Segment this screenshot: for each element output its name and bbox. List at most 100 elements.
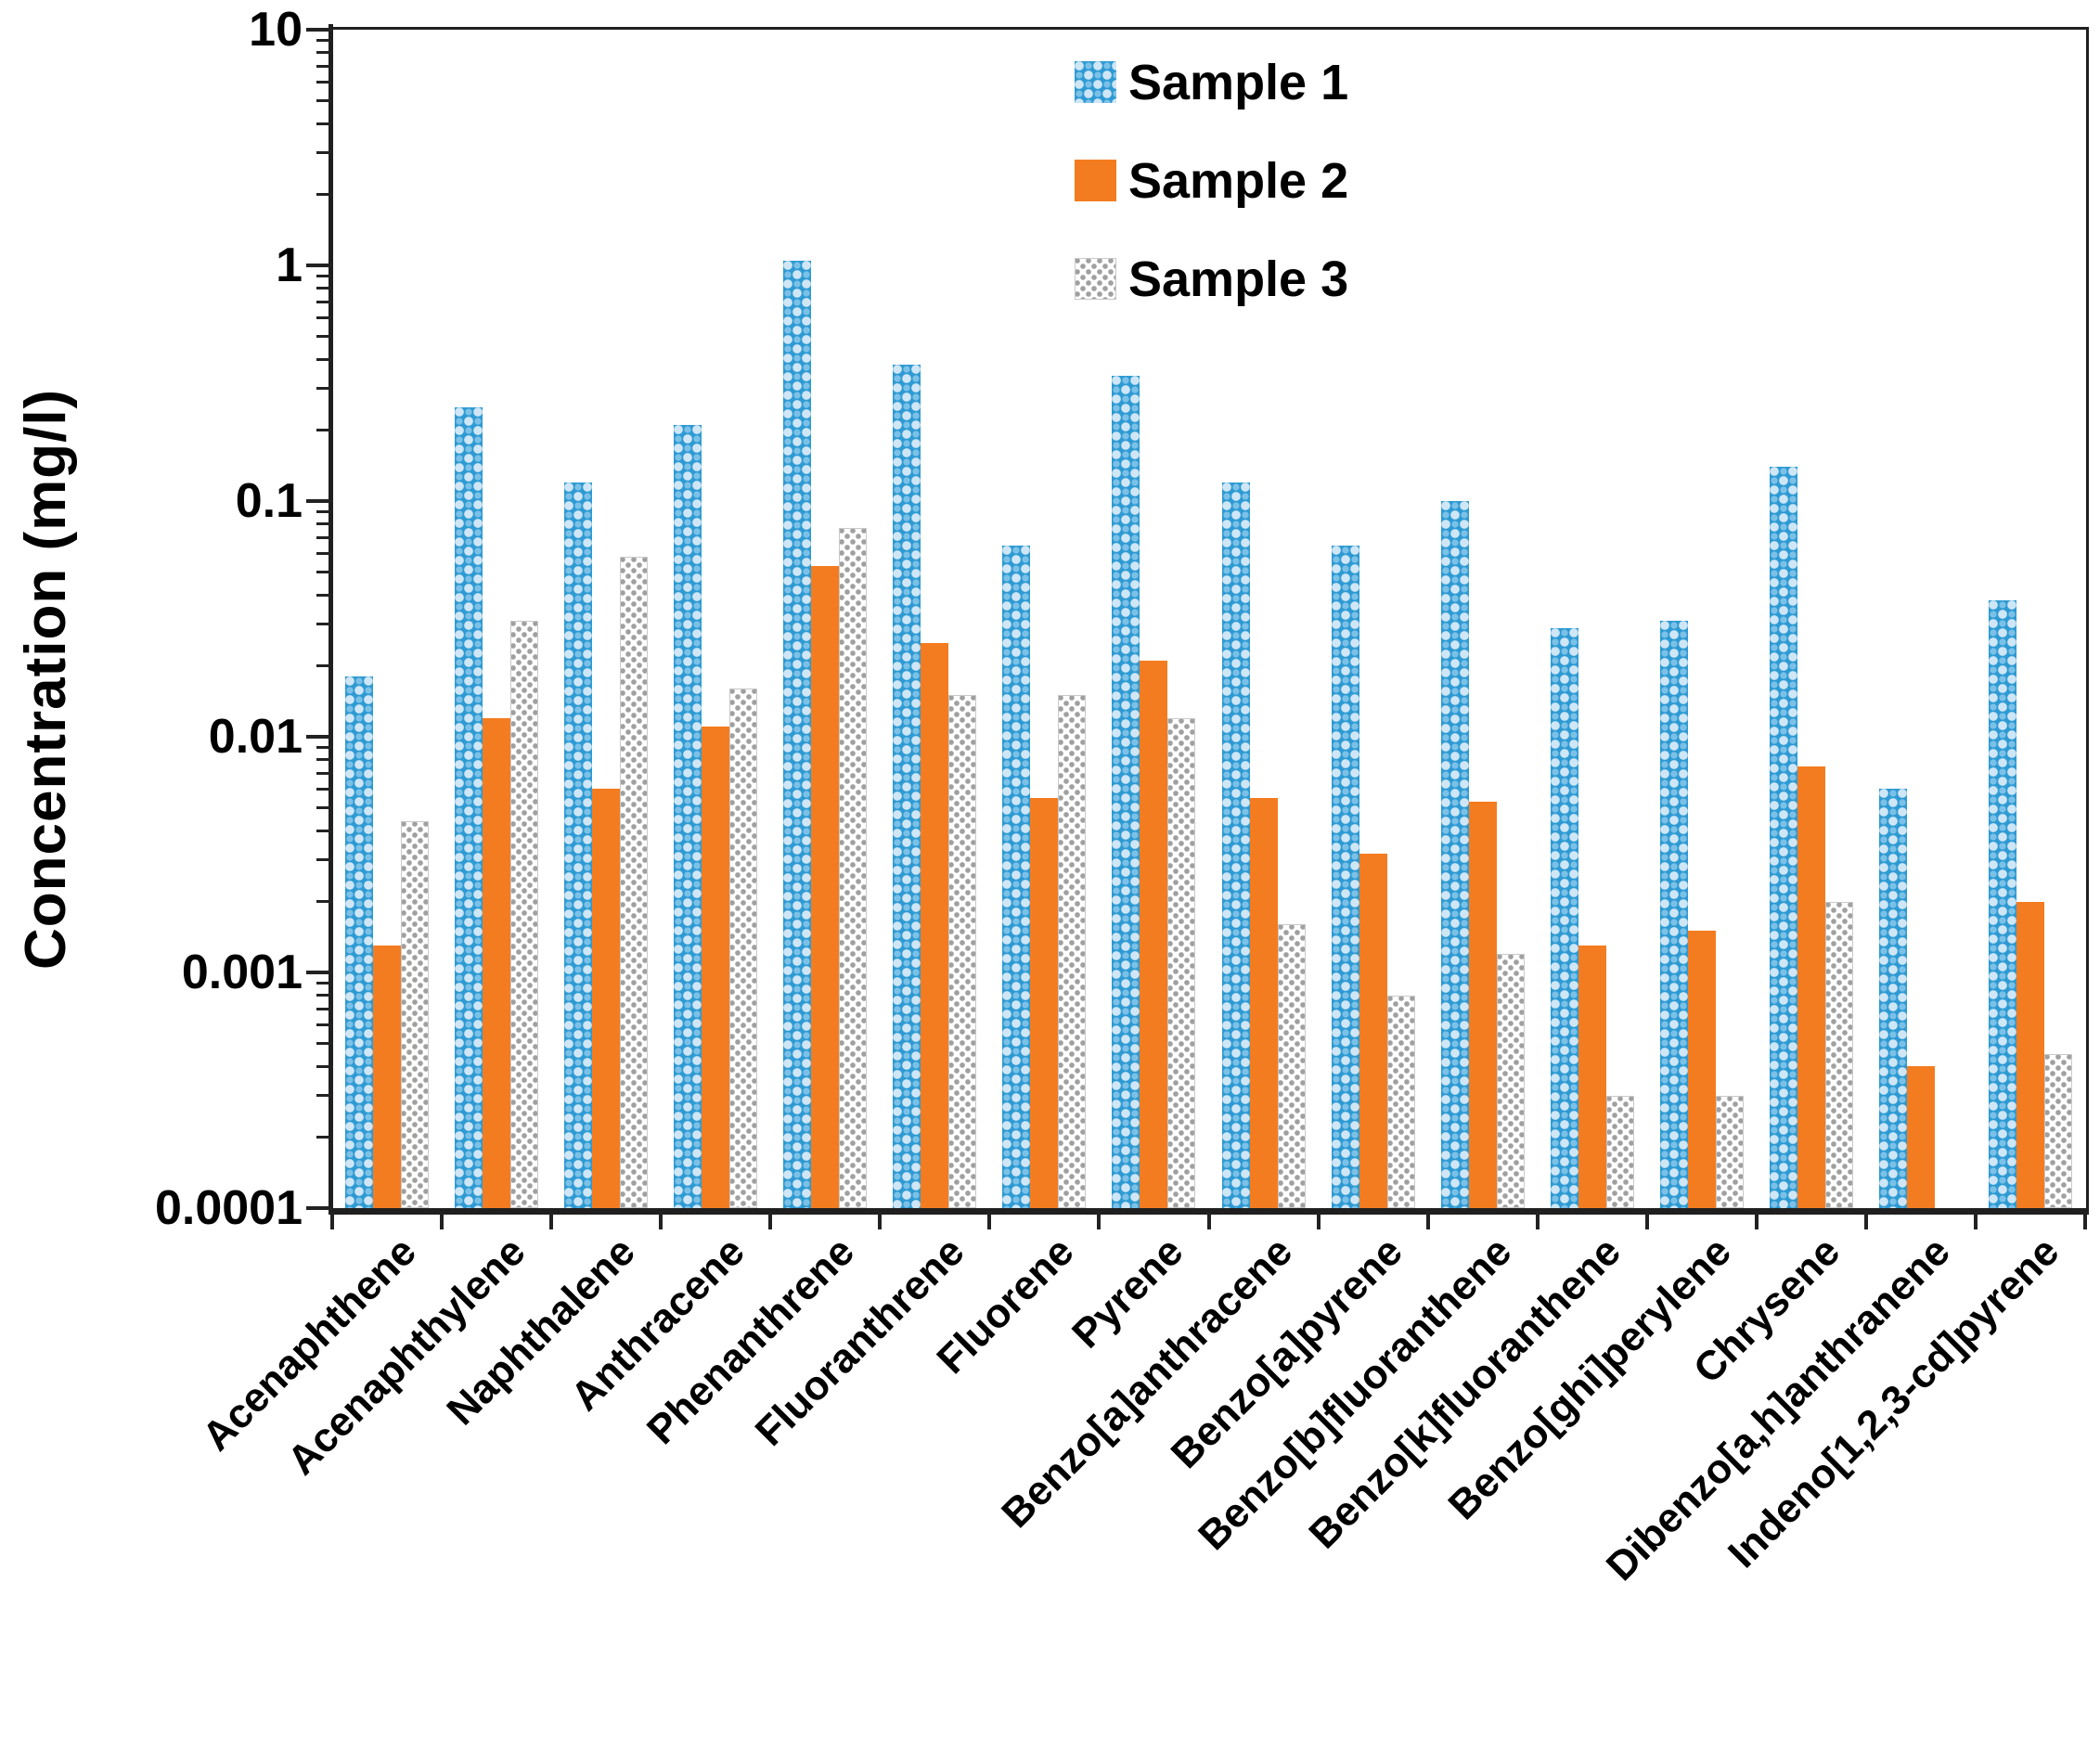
bar-sample-1-phenanthrene	[783, 260, 812, 1208]
y-minor-tick	[316, 357, 332, 361]
y-minor-tick	[316, 746, 332, 750]
y-minor-tick	[316, 1136, 332, 1139]
y-tick-label: 0.001	[181, 946, 303, 999]
y-minor-tick	[316, 98, 332, 102]
bar-sample-3-phenanthrene	[839, 527, 868, 1208]
bar-sample-3-chrysene	[1824, 901, 1853, 1208]
bar-sample-2-fluorene	[1030, 797, 1059, 1208]
bar-sample-3-benzo-a-anthracene	[1277, 924, 1306, 1208]
bar-sample-1-fluoranthrene	[893, 364, 921, 1208]
bar-sample-3-benzo-a-pyrene	[1386, 995, 1415, 1208]
bar-sample-1-benzo-ghi-perylene	[1659, 621, 1688, 1208]
x-tick	[440, 1212, 444, 1229]
y-major-tick	[306, 1206, 332, 1210]
y-major-tick	[306, 264, 332, 267]
bar-sample-2-fluoranthrene	[921, 642, 949, 1208]
y-major-tick	[306, 971, 332, 974]
y-minor-tick	[316, 829, 332, 832]
bar-sample-2-naphthalene	[592, 789, 621, 1208]
bar-sample-3-acenaphthylene	[510, 621, 539, 1208]
bar-sample-3-naphthalene	[620, 557, 649, 1208]
x-tick	[549, 1212, 554, 1229]
y-minor-tick	[316, 1041, 332, 1045]
x-tick	[878, 1212, 883, 1229]
bar-sample-1-benzo-b-fluoranthene	[1440, 501, 1469, 1208]
y-major-tick	[306, 28, 332, 32]
bar-sample-2-indeno-1-2-3-cd-pyrene	[2016, 901, 2044, 1208]
bar-sample-1-benzo-a-anthracene	[1221, 482, 1250, 1208]
bar-sample-2-benzo-a-pyrene	[1359, 853, 1387, 1208]
bar-sample-2-chrysene	[1797, 766, 1825, 1208]
y-minor-tick	[316, 522, 332, 526]
bar-sample-2-dibenzo-a-h-anthranene	[1906, 1066, 1935, 1208]
x-tick	[1863, 1212, 1868, 1229]
y-major-tick	[306, 735, 332, 739]
y-minor-tick	[316, 122, 332, 125]
legend-swatch-sample-3	[1075, 258, 1116, 300]
bar-sample-2-phenanthrene	[811, 566, 840, 1208]
y-minor-tick	[316, 623, 332, 626]
bar-sample-1-acenaphthene	[345, 676, 374, 1208]
legend-item-sample-1: Sample 1	[1075, 55, 1539, 110]
legend-item-sample-3: Sample 3	[1075, 251, 1539, 307]
bar-sample-2-benzo-ghi-perylene	[1687, 931, 1716, 1208]
y-minor-tick	[316, 1064, 332, 1068]
x-tick	[1973, 1212, 1978, 1229]
y-minor-tick	[316, 551, 332, 555]
y-minor-tick	[316, 1007, 332, 1010]
y-minor-tick	[316, 570, 332, 573]
bar-sample-3-fluorene	[1058, 695, 1087, 1208]
x-tick	[987, 1212, 992, 1229]
bar-sample-1-dibenzo-a-h-anthranene	[1878, 789, 1907, 1208]
bar-sample-1-benzo-a-pyrene	[1331, 545, 1359, 1208]
bar-sample-2-benzo-a-anthracene	[1249, 797, 1278, 1208]
bar-sample-2-benzo-b-fluoranthene	[1468, 802, 1497, 1208]
legend-label: Sample 2	[1128, 153, 1349, 209]
x-tick	[1097, 1212, 1102, 1229]
x-tick	[1535, 1212, 1540, 1229]
x-tick	[1316, 1212, 1321, 1229]
x-tick	[1206, 1212, 1211, 1229]
y-minor-tick	[316, 805, 332, 809]
bar-sample-3-pyrene	[1167, 717, 1196, 1208]
y-minor-tick	[316, 1023, 332, 1026]
plot-top-border	[329, 27, 2089, 30]
legend-swatch-sample-2	[1075, 160, 1116, 201]
x-axis-line	[329, 1208, 2089, 1215]
x-tick	[2083, 1212, 2087, 1229]
y-minor-tick	[316, 151, 332, 155]
legend-label: Sample 3	[1128, 251, 1349, 307]
bar-sample-3-fluoranthrene	[948, 695, 977, 1208]
x-tick	[659, 1212, 663, 1229]
y-tick-label: 0.01	[208, 710, 303, 764]
y-minor-tick	[316, 39, 332, 43]
bar-sample-1-acenaphthylene	[455, 406, 483, 1208]
bar-sample-1-pyrene	[1112, 376, 1140, 1208]
y-minor-tick	[316, 51, 332, 55]
plot-right-border	[2086, 27, 2089, 1215]
y-minor-tick	[316, 1094, 332, 1098]
legend-swatch-sample-1	[1075, 61, 1116, 103]
x-tick	[330, 1212, 334, 1229]
y-tick-label: 10	[249, 3, 303, 57]
bar-sample-2-anthracene	[702, 727, 730, 1208]
bar-sample-1-chrysene	[1769, 466, 1797, 1208]
y-minor-tick	[316, 287, 332, 290]
y-minor-tick	[316, 994, 332, 997]
y-minor-tick	[316, 771, 332, 775]
y-minor-tick	[316, 900, 332, 904]
bar-sample-1-fluorene	[1002, 545, 1031, 1208]
bar-sample-3-anthracene	[729, 688, 758, 1208]
y-minor-tick	[316, 387, 332, 391]
legend-item-sample-2: Sample 2	[1075, 153, 1539, 209]
x-tick	[1644, 1212, 1649, 1229]
bar-sample-3-benzo-b-fluoranthene	[1496, 953, 1525, 1208]
bar-sample-1-benzo-k-fluoranthene	[1550, 627, 1578, 1208]
y-minor-tick	[316, 334, 332, 338]
y-minor-tick	[316, 982, 332, 985]
y-tick-label: 1	[276, 238, 303, 292]
y-minor-tick	[316, 758, 332, 762]
y-minor-tick	[316, 858, 332, 862]
bar-sample-3-indeno-1-2-3-cd-pyrene	[2043, 1054, 2072, 1208]
